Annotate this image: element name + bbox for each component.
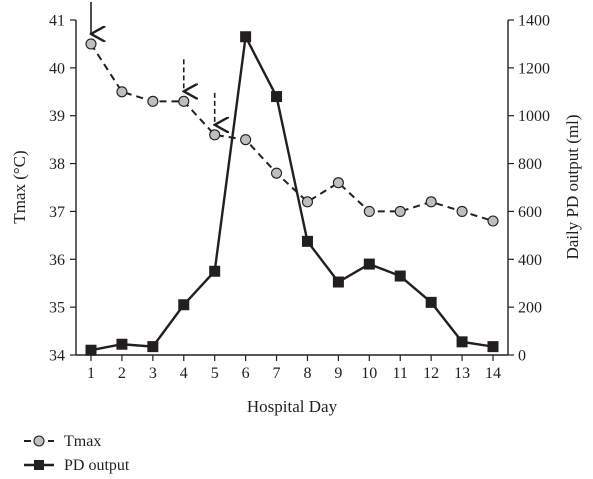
x-tick-label: 3	[149, 365, 157, 382]
tmax-point	[85, 38, 97, 50]
tmax-points	[85, 38, 499, 227]
right-y-tick-label: 600	[518, 204, 542, 221]
legend-pd-label: PD output	[64, 457, 130, 474]
pd-output-points	[85, 31, 499, 356]
tmax-point	[147, 95, 159, 107]
right-y-tick-label: 200	[518, 300, 542, 317]
tmax-point	[487, 215, 499, 227]
left-y-tick-label: 41	[49, 13, 65, 30]
tmax-point	[116, 86, 128, 98]
pd-output-point	[301, 235, 313, 247]
x-tick-label: 8	[303, 365, 311, 382]
left-y-axis-title: Tmax (°C)	[10, 150, 29, 223]
pd-output-point	[394, 270, 406, 282]
pd-output-point	[456, 336, 468, 348]
x-tick-label: 2	[118, 365, 126, 382]
x-tick-label: 9	[334, 365, 342, 382]
pd-output-point	[332, 276, 344, 288]
tmax-point	[209, 129, 221, 141]
tmax-point	[456, 205, 468, 217]
pd-output-point	[147, 341, 159, 353]
pd-output-point	[116, 338, 128, 350]
left-y-ticks: 34 35 36 37 38 39 40 41	[49, 13, 76, 365]
legend-tmax-label: Tmax	[64, 433, 101, 450]
tmax-point	[178, 95, 190, 107]
pd-output-point	[209, 265, 221, 277]
right-y-tick-label: 800	[518, 156, 542, 173]
tmax-point	[301, 196, 314, 208]
right-y-tick-label: 1400	[518, 13, 550, 30]
x-tick-label: 6	[242, 365, 250, 382]
legend-tmax-marker-icon	[33, 435, 45, 447]
pd-output-point	[425, 296, 437, 308]
tmax-point	[240, 134, 252, 146]
tmax-series-line	[90, 43, 494, 222]
left-y-tick-label: 34	[49, 348, 65, 365]
tmax-point	[270, 167, 283, 179]
pd-output-point	[363, 258, 375, 270]
right-y-tick-label: 1000	[518, 108, 550, 125]
x-axis-title: Hospital Day	[247, 397, 338, 416]
tmax-point	[394, 205, 406, 217]
x-tick-label: 4	[180, 365, 188, 382]
right-y-tick-label: 1200	[518, 60, 550, 77]
tmax-point	[332, 177, 344, 189]
pd-output-point	[487, 341, 499, 353]
left-y-tick-label: 36	[49, 252, 65, 269]
tmax-point	[363, 205, 375, 217]
x-ticks: 1 2 3 4 5 6 7 8 9 10 11 12 13 14	[87, 355, 501, 382]
x-tick-label: 10	[361, 365, 377, 382]
left-y-tick-label: 40	[49, 60, 65, 77]
legend-pd-marker-icon	[34, 460, 44, 470]
x-tick-label: 7	[273, 365, 281, 382]
pd-output-point	[85, 344, 97, 356]
right-y-ticks: 0 200 400 600 800 1000 1200 1400	[508, 13, 550, 365]
pd-output-point	[271, 91, 283, 103]
tmax-point	[425, 196, 437, 208]
legend: Tmax PD output	[24, 433, 130, 474]
x-tick-label: 14	[485, 365, 501, 382]
plot-frame	[75, 20, 509, 356]
x-tick-label: 13	[454, 365, 470, 382]
arrow-annotations	[91, 1, 215, 125]
pd-output-point	[178, 299, 190, 311]
x-tick-label: 12	[423, 365, 439, 382]
left-y-tick-label: 37	[49, 204, 65, 221]
right-y-tick-label: 400	[518, 252, 542, 269]
x-tick-label: 11	[393, 365, 408, 382]
legend-item-tmax: Tmax	[24, 433, 101, 450]
left-y-tick-label: 39	[49, 108, 65, 125]
right-y-tick-label: 0	[518, 348, 526, 365]
left-y-tick-label: 38	[49, 156, 65, 173]
pd-output-point	[240, 31, 252, 43]
x-tick-label: 1	[87, 365, 95, 382]
right-y-axis-title: Daily PD output (ml)	[563, 115, 582, 260]
x-tick-label: 5	[211, 365, 219, 382]
left-y-tick-label: 35	[49, 300, 65, 317]
legend-item-pd-output: PD output	[24, 457, 130, 474]
